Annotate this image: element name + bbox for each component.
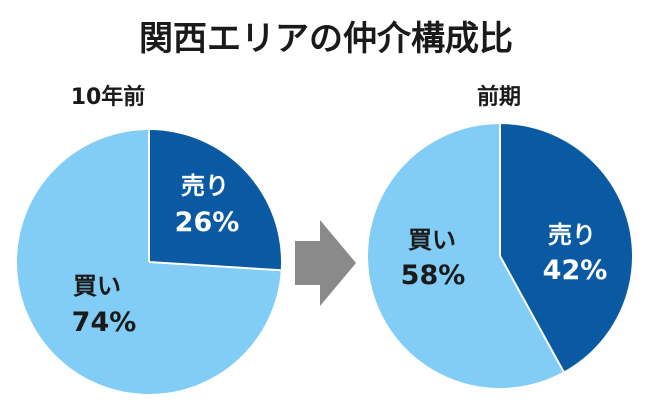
- slice-label-buy-last-term: 買い: [408, 226, 456, 254]
- slice-label-sell-last-term: 売り: [548, 221, 596, 249]
- slice-value-sell-last-term: 42%: [543, 255, 608, 286]
- slice-label-sell-ten-years-ago: 売り: [181, 172, 229, 200]
- pie-chart-last-term: 前期 売り 42% 買い 58%: [368, 84, 633, 388]
- pie-chart-ten-years-ago: 10年前 売り 26% 買い 74%: [16, 84, 281, 394]
- slice-sell-ten-years-ago: [149, 130, 281, 271]
- pie-title-ten-years-ago: 10年前: [71, 84, 146, 110]
- slice-value-sell-ten-years-ago: 26%: [175, 207, 240, 238]
- slice-sell-last-term: [500, 124, 633, 372]
- slice-buy-last-term: [368, 124, 564, 388]
- slice-value-buy-ten-years-ago: 74%: [72, 307, 137, 338]
- pie-title-last-term: 前期: [477, 84, 521, 110]
- slice-label-buy-ten-years-ago: 買い: [73, 272, 121, 300]
- chart-title: 関西エリアの仲介構成比: [139, 19, 513, 59]
- slice-value-buy-last-term: 58%: [401, 260, 466, 291]
- right-arrow-icon: [295, 220, 356, 306]
